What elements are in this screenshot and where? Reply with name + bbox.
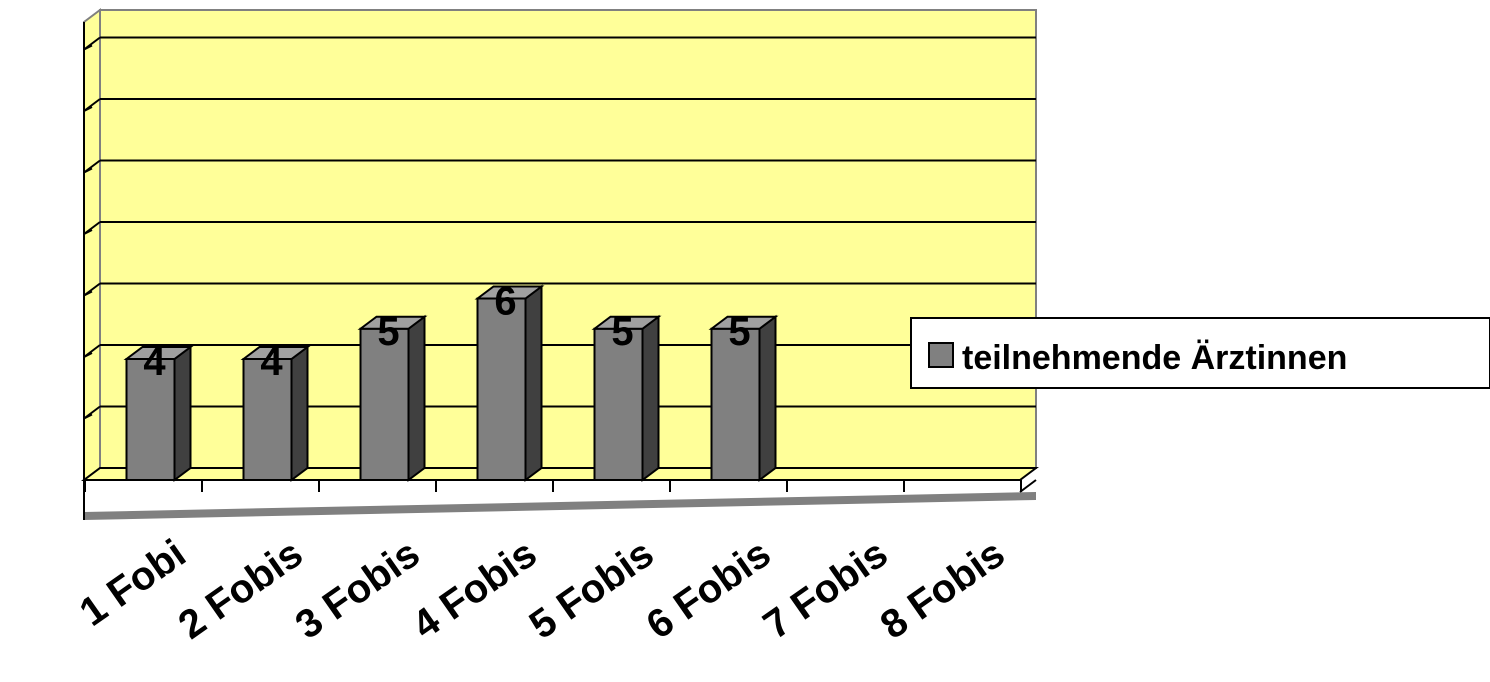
bar [474, 284, 545, 482]
y-tick [83, 106, 93, 112]
y-tick [83, 413, 93, 420]
y-tick [83, 167, 93, 174]
legend-box [910, 317, 1490, 389]
data-label: 5 [377, 310, 399, 354]
bar-top [123, 346, 194, 360]
y-tick [83, 44, 93, 51]
y-tick [83, 352, 93, 358]
bar-top [708, 315, 779, 330]
data-label: 4 [260, 340, 283, 384]
legend-swatch [928, 342, 954, 368]
bars [123, 284, 779, 482]
bar-top [591, 315, 662, 330]
x-tick-label: 2 Fobis [171, 531, 311, 647]
bar [591, 314, 662, 482]
back-wall [99, 9, 1037, 469]
data-label: 4 [143, 340, 166, 384]
bar-side [641, 314, 660, 482]
data-label: 6 [494, 280, 516, 324]
bar-side [290, 345, 309, 482]
x-tick-label: 3 Fobis [288, 531, 428, 647]
x-axis-corner [1019, 479, 1037, 493]
x-tick-label: 6 Fobis [639, 531, 779, 647]
floor-front [84, 492, 1036, 520]
x-tick-label: 7 Fobis [756, 531, 896, 647]
y-tick [83, 229, 93, 235]
legend: teilnehmende Ärztinnen [910, 317, 1490, 389]
x-axis [83, 479, 1037, 520]
data-labels: 4 4 5 6 5 5 [143, 280, 750, 385]
x-tick-label: 4 Fobis [405, 531, 545, 647]
bar [357, 314, 428, 482]
bar [240, 345, 311, 482]
legend-label: teilnehmende Ärztinnen [962, 339, 1347, 377]
bar [708, 314, 779, 482]
bar-side [758, 314, 777, 482]
x-tick-label: 8 Fobis [873, 531, 1013, 647]
data-label: 5 [728, 310, 750, 354]
bar-side [524, 284, 543, 482]
bar-top [240, 346, 311, 360]
floor-top [81, 467, 1039, 481]
bar-top [357, 315, 428, 330]
gridlines [83, 22, 1036, 520]
bar-side [407, 314, 426, 482]
bar-top [474, 285, 545, 300]
x-tick-label: 5 Fobis [522, 531, 662, 647]
data-label: 5 [611, 310, 633, 354]
plot-walls [81, 8, 1039, 520]
bar-front [476, 297, 527, 481]
bar-side [173, 345, 192, 482]
bar-front [593, 327, 644, 481]
y-tick [83, 290, 93, 297]
